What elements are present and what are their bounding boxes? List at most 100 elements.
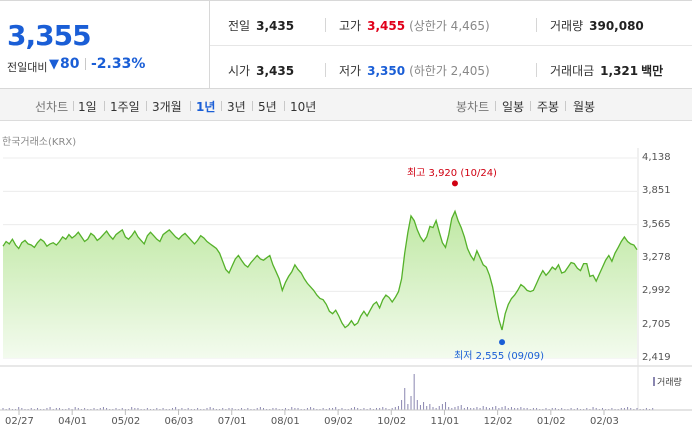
volume-bar (473, 408, 475, 410)
chart-period-toolbar: 선차트 1일 1주일 3개월 1년 3년 5년 10년 봉차트 일봉 주봉 월봉 (0, 89, 692, 121)
volume-bar (297, 408, 299, 410)
volume-bar (636, 408, 638, 410)
period-1y-button[interactable]: 1년 (196, 100, 216, 114)
price-chart[interactable] (0, 148, 692, 435)
low-point-marker (499, 339, 506, 346)
amount-cell: 거래대금 1,321 백만 (550, 62, 663, 79)
x-tick-label: 11/01 (430, 416, 460, 427)
volume-bar (256, 408, 258, 410)
divider (221, 101, 222, 111)
low-annotation: 최저 2,555 (09/09) (454, 351, 545, 363)
volume-bar (77, 408, 79, 410)
volume-bar (341, 408, 343, 410)
candle-chart-label[interactable]: 봉차트 (456, 100, 490, 114)
period-1d-button[interactable]: 1일 (78, 100, 97, 114)
y-tick-label: 4,138 (642, 152, 671, 163)
volume-bar (385, 408, 387, 410)
volume-bar (561, 408, 563, 410)
divider (85, 58, 86, 70)
line-chart-label[interactable]: 선차트 (35, 100, 69, 114)
volume-bar (432, 407, 434, 410)
x-tick-label: 12/02 (483, 416, 513, 427)
volume-bar (463, 408, 465, 410)
candle-weekly-button[interactable]: 주봉 (537, 100, 560, 114)
volume-bar (601, 408, 603, 410)
volume-bar (495, 406, 497, 410)
volume-bar (115, 408, 117, 410)
volume-bar (106, 408, 108, 410)
open-cell: 시가 3,435 (228, 62, 294, 79)
volume-bar (93, 408, 95, 410)
volume-bar (520, 407, 522, 410)
volume-bar (369, 408, 371, 410)
period-3y-button[interactable]: 3년 (227, 100, 246, 114)
open-label: 시가 (228, 64, 251, 78)
volume-bar (284, 408, 286, 410)
volume-bar (382, 407, 384, 410)
volume-bar (586, 408, 588, 410)
volume-bar (570, 408, 572, 410)
lower-limit: (하한가 2,405) (409, 64, 490, 78)
volume-bar (595, 408, 597, 410)
volume-bar (441, 404, 443, 410)
volume-bar (551, 408, 553, 410)
divider (536, 18, 537, 32)
volume-bar (454, 407, 456, 410)
volume-legend: 거래량 (653, 375, 682, 388)
amount-unit: 백만 (641, 64, 664, 78)
volume-bar (181, 408, 183, 410)
volume-bar (410, 396, 412, 410)
y-tick-label: 3,565 (642, 218, 671, 230)
period-1w-button[interactable]: 1주일 (110, 100, 140, 114)
volume-bar (413, 374, 415, 410)
volume-cell: 거래량 390,080 (550, 17, 644, 34)
price-line (2, 209, 638, 331)
divider (146, 101, 147, 111)
volume-bar (137, 408, 139, 410)
period-5y-button[interactable]: 5년 (258, 100, 277, 114)
volume-bar (131, 407, 133, 410)
high-annotation: 최고 3,920 (10/24) (406, 168, 497, 180)
volume-bar (438, 406, 440, 410)
amount-value: 1,321 (600, 64, 639, 78)
price-area (3, 211, 637, 358)
divider (104, 101, 105, 111)
period-10y-button[interactable]: 10년 (290, 100, 317, 114)
volume-bar (46, 408, 48, 410)
volume-bar (545, 408, 547, 410)
volume-bar (394, 407, 396, 410)
volume-bar (517, 408, 519, 410)
period-3m-button[interactable]: 3개월 (152, 100, 182, 114)
volume-bar (272, 408, 274, 410)
volume-bar (332, 408, 334, 410)
volume-bar (623, 408, 625, 410)
volume-bar (363, 408, 365, 410)
high-point-marker (451, 180, 458, 187)
volume-bar (554, 408, 556, 410)
volume-bar (146, 408, 148, 410)
candle-daily-button[interactable]: 일봉 (502, 100, 525, 114)
volume-bar (423, 402, 425, 410)
volume-bar (99, 408, 101, 410)
volume-bar (175, 407, 177, 410)
volume-bar (526, 408, 528, 410)
volume-bar (457, 406, 459, 410)
divider (495, 101, 496, 111)
volume-bar (448, 407, 450, 410)
volume-bar (18, 407, 20, 410)
volume-bar (451, 408, 453, 410)
volume-bar (470, 408, 472, 410)
volume-bar (482, 406, 484, 410)
high-label: 고가 (339, 19, 362, 33)
volume-bar (504, 406, 506, 410)
volume-bar (335, 407, 337, 410)
volume-bar (467, 407, 469, 410)
volume-bar (429, 404, 431, 410)
volume-bar (445, 402, 447, 410)
candle-monthly-button[interactable]: 월봉 (573, 100, 596, 114)
volume-bar (49, 407, 51, 410)
volume-bar (84, 408, 86, 410)
chart-source: 한국거래소(KRX) (2, 137, 77, 148)
open-value: 3,435 (256, 64, 295, 78)
volume-bar (357, 408, 359, 410)
